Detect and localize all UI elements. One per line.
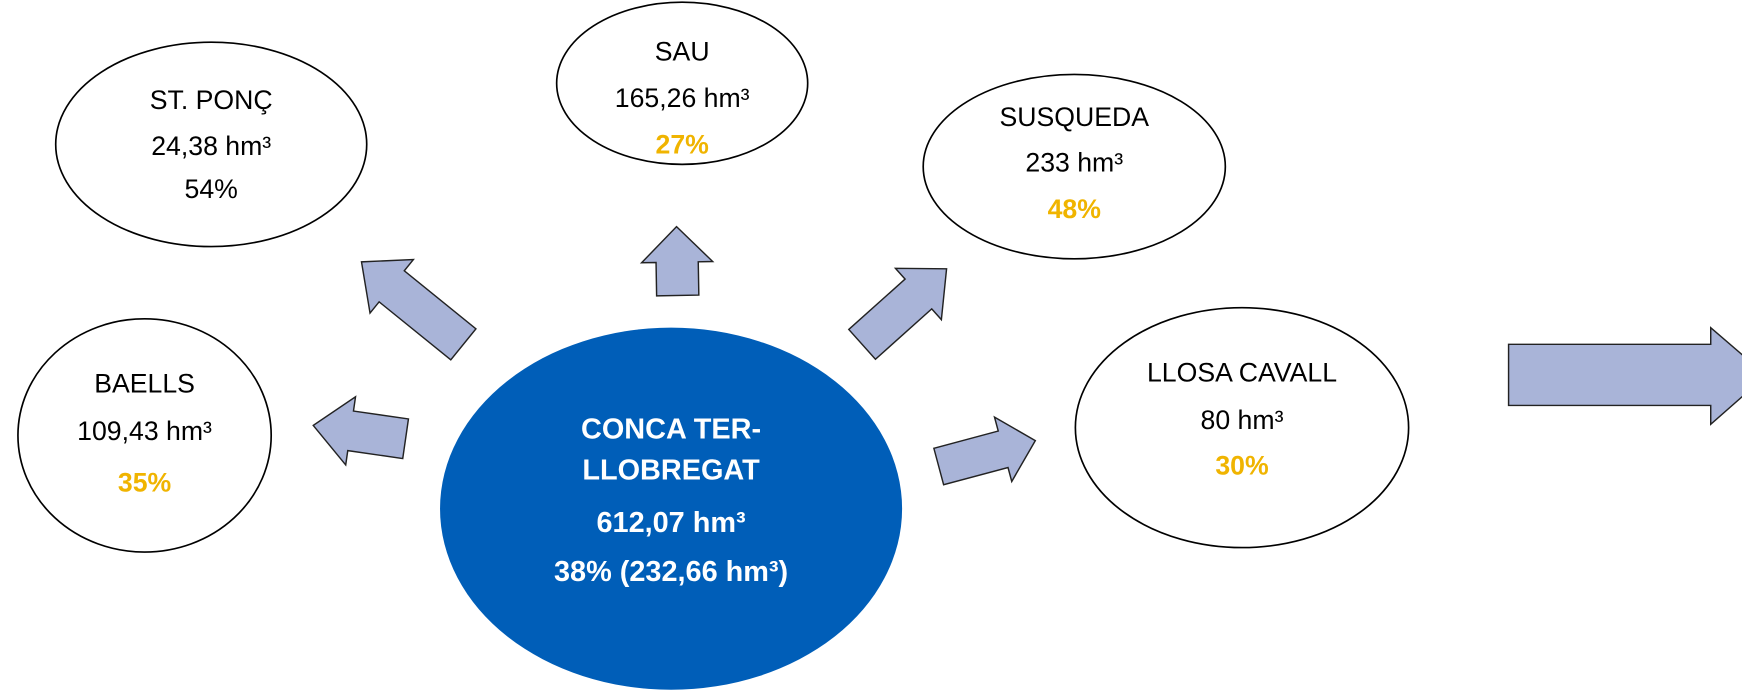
reservoir-capacity: 165,26 hm³ [615, 83, 750, 113]
reservoir-node [54, 41, 368, 248]
reservoir-node [922, 73, 1227, 260]
center-capacity: 612,07 hm³ [596, 507, 745, 539]
reservoir-capacity: 24,38 hm³ [151, 131, 271, 161]
center-title: LLOBREGAT [582, 455, 760, 487]
center-node [440, 327, 903, 690]
arrows [312, 225, 1742, 486]
reservoir-percent: 35% [118, 467, 171, 497]
reservoir-percent: 54% [185, 174, 238, 204]
reservoir-node [555, 1, 809, 166]
reservoir-name: SUSQUEDA [1000, 102, 1150, 132]
reservoir-name: ST. PONÇ [150, 85, 273, 115]
reservoir-name: BAELLS [94, 368, 195, 398]
reservoir-name: LLOSA CAVALL [1147, 357, 1337, 387]
reservoir-node [1074, 306, 1410, 549]
center-summary: 38% (232,66 hm³) [554, 556, 788, 588]
arrow [932, 415, 1037, 486]
reservoir-percent: 27% [656, 130, 709, 160]
arrow [847, 267, 948, 361]
reservoir-name: SAU [655, 36, 710, 66]
arrow [639, 225, 715, 297]
reservoir-capacity: 80 hm³ [1201, 405, 1284, 435]
reservoir-node [17, 317, 273, 553]
reservoir-capacity: 233 hm³ [1025, 147, 1123, 177]
reservoir-capacity: 109,43 hm³ [77, 416, 212, 446]
arrow [1507, 326, 1742, 426]
reservoir-percent: 30% [1215, 451, 1268, 481]
nodes: ST. PONÇ 24,38 hm³ 54% SAU 165,26 hm³ 27% SUSQ… [17, 1, 1410, 553]
arrow [312, 395, 410, 467]
arrow [360, 258, 477, 361]
reservoir-percent: 48% [1048, 194, 1101, 224]
center-title: CONCA TER- [581, 414, 761, 446]
